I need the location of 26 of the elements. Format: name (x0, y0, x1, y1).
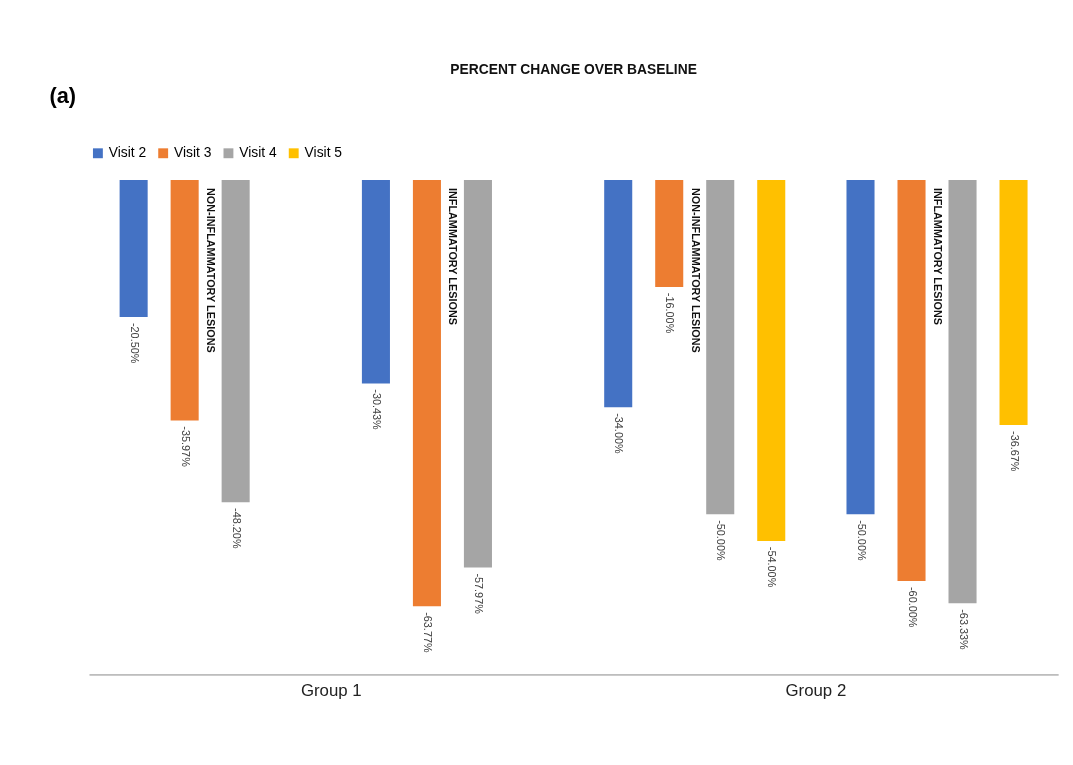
data-label: -63.33% (957, 609, 970, 651)
legend-label: Visit 3 (174, 144, 212, 161)
data-label: -34.00% (613, 413, 626, 454)
data-label: -36.67% (1008, 431, 1021, 472)
x-tick-label: NON-INFLAMMATORY LESIONS (689, 187, 702, 353)
data-label: -16.00% (664, 292, 677, 334)
x-tick-label: NON-INFLAMMATORY LESIONS (205, 187, 218, 353)
x-tick-label: INFLAMMATORY LESIONS (447, 187, 460, 326)
text: Group 1 (300, 681, 362, 701)
data-label: -50.00% (855, 520, 868, 561)
data-label: -60.00% (906, 586, 919, 628)
data-label: -54.00% (766, 546, 779, 588)
data-label: -48.20% (230, 508, 243, 549)
legend-label: Visit 5 (304, 144, 343, 161)
chart-title: PERCENT CHANGE OVER BASELINE (450, 61, 697, 78)
data-label: -35.97% (179, 426, 192, 468)
text: Group 2 (785, 681, 847, 701)
data-label: -57.97% (472, 573, 485, 615)
data-label: -50.00% (715, 520, 728, 561)
text: (a) (49, 82, 77, 108)
data-label: -63.77% (421, 612, 434, 653)
legend-label: Visit 2 (108, 144, 147, 161)
legend-label: Visit 4 (239, 144, 278, 161)
x-tick-label: INFLAMMATORY LESIONS (932, 187, 945, 326)
data-label: -30.43% (370, 389, 383, 431)
data-label: -20.50% (128, 322, 141, 364)
